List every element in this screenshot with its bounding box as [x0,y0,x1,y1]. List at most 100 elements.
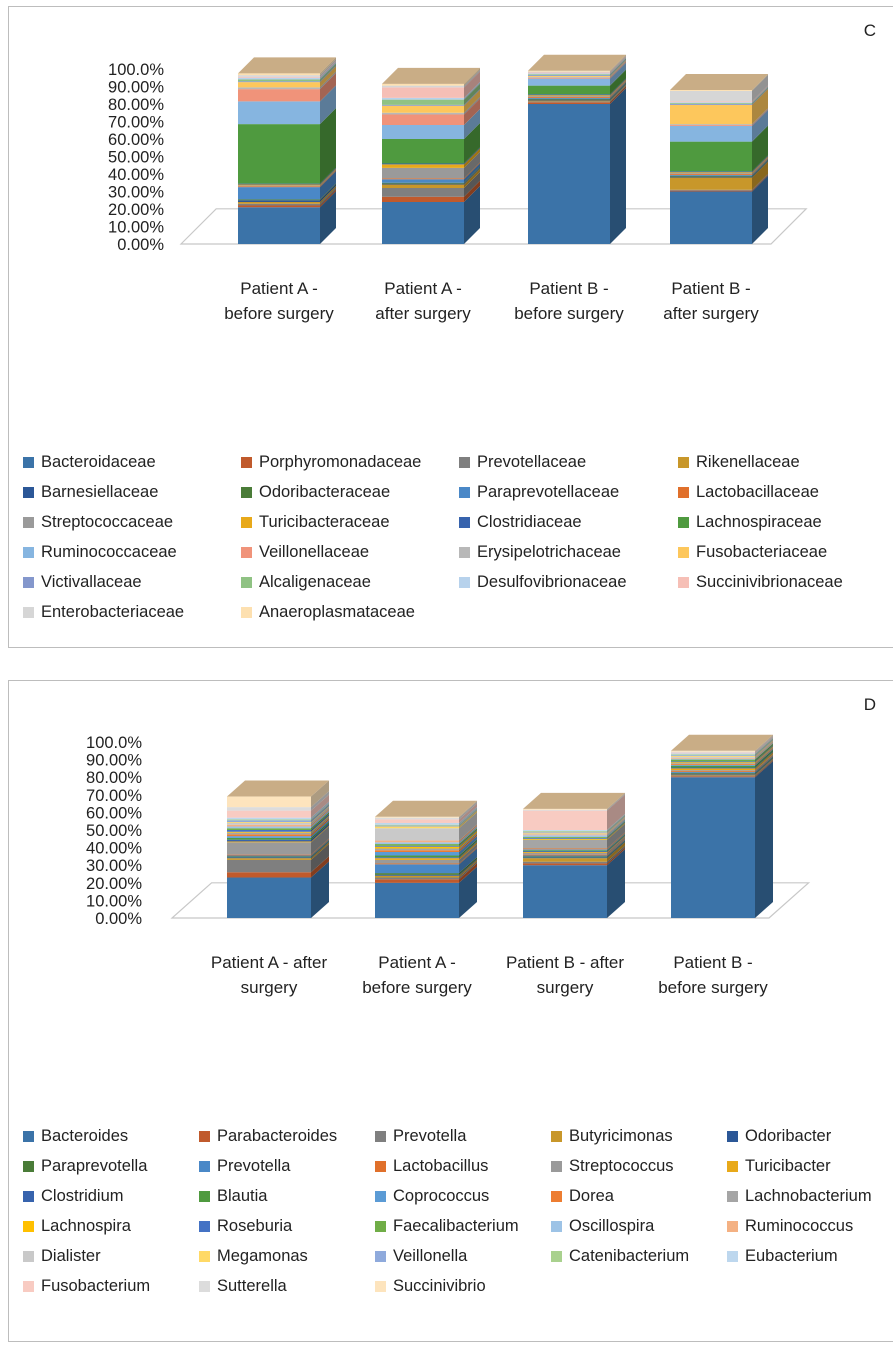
legend-item: Sutterella [199,1277,287,1296]
bar-segment-side [464,89,480,113]
bar-segment-side [464,147,480,165]
bar-segment [227,817,311,820]
bar-segment [670,174,752,175]
bar-segment [670,171,752,173]
bar-segment [238,184,320,186]
y-tick-label: 70.00% [86,787,142,805]
legend-label: Veillonella [393,1247,468,1265]
legend-swatch [459,457,470,468]
legend-label: Odoribacter [745,1127,832,1145]
legend-swatch [375,1251,386,1262]
bar-segment [227,824,311,827]
bar-segment [671,773,755,775]
legend-label: Streptococcaceae [41,513,174,531]
bar-segment [523,851,607,852]
bar-segment-side [755,746,773,764]
legend-item: Bacteroidaceae [23,453,156,472]
bar-top [670,74,768,90]
bar-segment-side [311,838,329,856]
y-tick-label: 60.00% [86,804,142,822]
y-tick-label: 30.00% [108,184,164,202]
bar-segment-side [320,108,336,184]
bar-segment-side [752,160,768,178]
bar-segment [382,97,464,100]
bar-segment [528,95,610,97]
bar-segment [238,76,320,78]
legend-swatch [23,1191,34,1202]
bar-segment [382,178,464,180]
bar-segment [375,875,459,878]
bar-segment-side [755,740,773,758]
bar-segment [227,832,311,835]
bar-segment-side [610,85,626,103]
legend-item: Veillonellaceae [241,543,369,562]
bar-segment-side [610,79,626,97]
bar-segment-side [610,69,626,95]
bar-segment-side [459,847,477,865]
bar-segment [671,767,755,769]
legend-item: Streptococcus [551,1157,674,1176]
legend-label: Bacteroides [41,1127,129,1145]
bar-segment-side [311,812,329,830]
legend-swatch [23,457,34,468]
bar-segment-side [752,74,768,91]
legend-swatch [727,1251,738,1262]
legend-swatch [459,547,470,558]
bar-segment [670,176,752,178]
legend-label: Catenibacterium [569,1247,690,1265]
stacked-bar-chart-d: 0.00%10.00%20.00%30.00%40.00%50.00%60.00… [86,734,811,997]
bar-segment-side [320,171,336,200]
bar-segment-side [610,58,626,76]
bar-segment-side [459,863,477,883]
bar-segment-side [607,816,625,834]
bar-segment [671,771,755,772]
bar-stack-2 [382,67,480,244]
bar-segment [671,765,755,768]
bar-segment [671,754,755,756]
y-tick-label: 10.00% [108,219,164,237]
bar-segment-side [320,184,336,202]
legend-item: Parabacteroides [199,1127,337,1146]
bar-segment-side [459,842,477,860]
bar-segment [528,73,610,75]
bar-segment [528,71,610,73]
legend-item: Anaeroplasmataceae [241,603,415,622]
bar-segment [227,810,311,818]
bar-segment-side [464,148,480,168]
bar-segment [227,822,311,825]
bar-segment [671,775,755,777]
bar-segment-side [752,159,768,177]
bar-segment-side [320,57,336,76]
bar-segment-side [755,735,773,753]
bar-segment-side [610,57,626,75]
legend-swatch [23,1221,34,1232]
bar-segment [382,125,464,139]
bar-segment-side [459,829,477,847]
bar-segment [670,104,752,125]
legend-swatch [199,1251,210,1262]
y-tick-label: 80.00% [86,769,142,787]
legend-swatch [375,1131,386,1142]
bar-segment [375,879,459,883]
bar-segment-side [311,806,329,823]
bar-top [382,67,480,84]
bar-segment [671,761,755,763]
legend-swatch [23,1161,34,1172]
legend-label: Ruminococcus [745,1217,854,1235]
legend-label: Blautia [217,1187,268,1205]
legend-item: Prevotellaceae [459,453,586,472]
bar-segment [670,101,752,103]
bar-segment [523,848,607,850]
legend-c: Bacteroidaceae Porphyromonadaceae Prevotel… [23,453,893,633]
legend-item: Roseburia [199,1217,292,1236]
bar-segment [227,796,311,808]
legend-swatch [459,577,470,588]
bar-segment-side [607,845,625,864]
bar-segment-side [755,755,773,772]
legend-swatch [727,1191,738,1202]
bar-segment [523,809,607,811]
legend-swatch [199,1131,210,1142]
bar-segment [523,839,607,849]
bar-segment [671,764,755,765]
bar-segment-side [459,812,477,841]
